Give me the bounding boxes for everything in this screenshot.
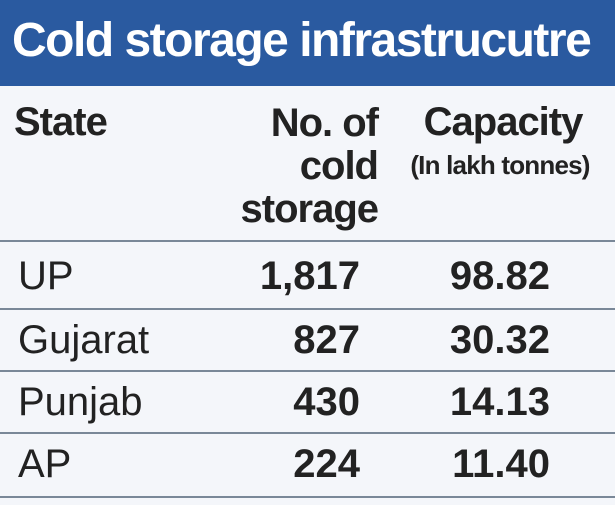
- header-capacity: Capacity: [423, 100, 584, 144]
- header-divider: [0, 240, 615, 242]
- table-title: Cold storage infrastrucutre: [12, 14, 592, 67]
- row-1-capacity: 98.82: [449, 254, 550, 298]
- header-count-line-3: storage: [240, 187, 380, 231]
- row-1-count: 1,817: [259, 254, 360, 298]
- row-divider-3: [0, 432, 615, 434]
- header-count-line-1: No. of: [270, 101, 379, 145]
- row-divider-1: [0, 308, 615, 310]
- row-3-capacity: 14.13: [449, 380, 550, 424]
- row-3-count: 430: [293, 380, 360, 424]
- header-state: State: [14, 100, 108, 144]
- row-1-state: UP: [18, 254, 74, 298]
- header-count: No. of cold storage: [216, 101, 380, 231]
- row-4-state: AP: [18, 442, 72, 486]
- row-divider-4: [0, 496, 615, 498]
- title-bar: Cold storage infrastrucutre: [0, 0, 615, 86]
- row-2-capacity: 30.32: [449, 318, 550, 362]
- row-4-capacity: 11.40: [452, 442, 550, 486]
- header-count-line-2: cold: [299, 144, 379, 188]
- row-2-state: Gujarat: [18, 318, 150, 362]
- header-capacity-unit: (In lakh tonnes): [410, 150, 590, 180]
- row-2-count: 827: [293, 318, 360, 362]
- row-divider-2: [0, 370, 615, 372]
- row-4-count: 224: [293, 442, 360, 486]
- row-3-state: Punjab: [18, 380, 143, 424]
